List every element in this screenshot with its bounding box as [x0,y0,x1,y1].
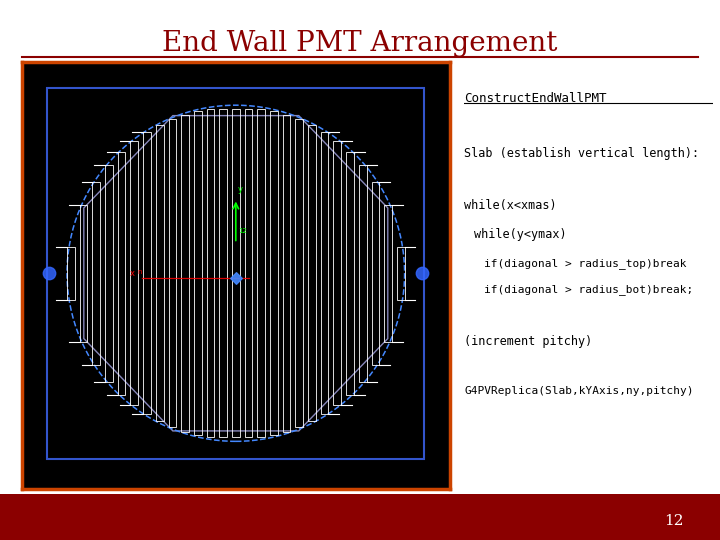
Text: x: x [130,269,135,278]
Bar [333,141,341,406]
Bar [80,205,87,342]
Bar [384,205,392,342]
Text: (increment pitchy): (increment pitchy) [464,335,593,348]
Text: while(y<ymax): while(y<ymax) [474,228,567,241]
Text: if(diagonal > radius_bot)break;: if(diagonal > radius_bot)break; [485,284,693,295]
Bar [257,110,265,437]
Text: if(diagonal > radius_top)break: if(diagonal > radius_top)break [485,258,687,269]
Bar [270,111,278,435]
Point [416,269,428,278]
Text: y: y [238,185,243,194]
Text: 12: 12 [665,514,684,528]
Bar [320,132,328,414]
Text: Slab (establish vertical length):: Slab (establish vertical length): [464,147,700,160]
Bar [48,87,424,459]
Bar [232,110,240,437]
Bar [245,110,252,437]
Bar [397,247,405,300]
Bar [156,125,163,421]
Bar [181,115,189,432]
Point [44,269,55,278]
Bar [207,110,215,437]
Bar [92,182,100,364]
Bar [295,119,303,427]
Bar [308,125,316,421]
Bar [372,182,379,364]
Text: while(x<xmas): while(x<xmas) [464,199,557,212]
Bar [220,110,227,437]
Point [230,274,242,283]
Bar [283,115,290,432]
Text: 12: 12 [238,228,247,234]
Bar [105,165,113,382]
Text: G4PVReplica(Slab,kYAxis,ny,pitchy): G4PVReplica(Slab,kYAxis,ny,pitchy) [464,386,694,396]
Bar [143,132,151,414]
Bar [168,119,176,427]
Bar [194,111,202,435]
Bar [67,247,75,300]
Text: End Wall PMT Arrangement: End Wall PMT Arrangement [162,30,558,57]
Bar [346,152,354,395]
Text: n: n [138,269,142,275]
Bar [359,165,366,382]
Text: ConstructEndWallPMT: ConstructEndWallPMT [464,92,607,105]
Bar [118,152,125,395]
Bar [130,141,138,406]
